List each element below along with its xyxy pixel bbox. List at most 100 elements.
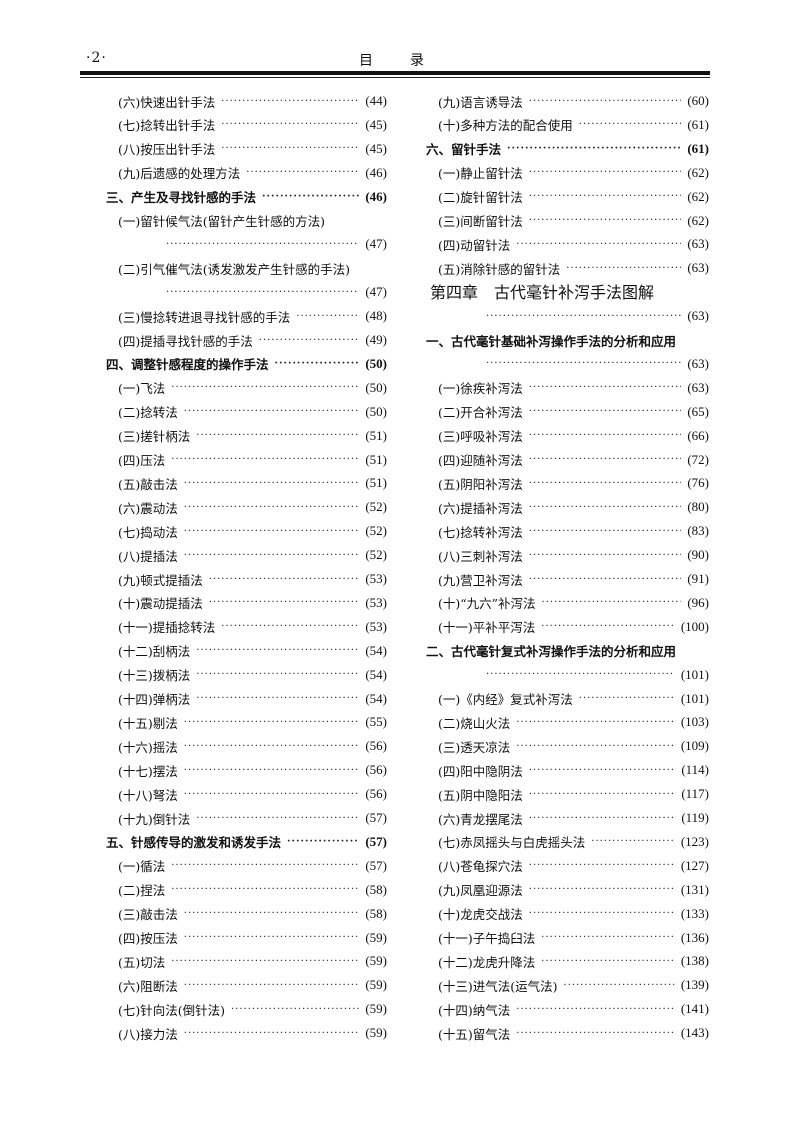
dot-leader [486,669,675,680]
entry-page-number: (138) [680,953,709,969]
entry-title: (一)静止留针法 [438,166,523,182]
dot-leader [196,813,359,824]
entry-page-number: (114) [681,762,709,778]
entry-title: (二)捻转法 [118,405,178,421]
entry-title: (二)烧山火法 [438,715,511,731]
dot-leader [184,526,360,537]
entry-title: (四)提插寻找针感的手法 [118,333,253,349]
entry-title: (四)动留针法 [438,237,511,253]
entry-page-number: (103) [680,714,709,730]
dot-leader [579,119,682,130]
toc-item-entry: (十三)拨柄法 (54) [106,664,387,686]
entry-title: (三)搓针柄法 [118,429,191,445]
toc-section-entry: 三、产生及寻找针感的手法 (46) [106,186,387,208]
toc-item-entry: (一)徐疾补泻法 (63) [426,377,709,399]
dot-leader [529,789,676,800]
dot-leader [287,836,359,847]
entry-page-number: (101) [680,690,709,706]
dot-leader [486,358,681,369]
toc-item-entry: (一)留针候气法(留针产生针感的方法) [106,210,387,232]
entry-title: 二、古代毫针复式补泻操作手法的分析和应用 [426,644,677,660]
entry-title: (三)透天凉法 [438,739,511,755]
dot-leader [529,478,682,489]
entry-title: (十四)纳气法 [438,1002,511,1018]
entry-title: (十九)倒针法 [118,811,191,827]
toc-item-entry: (十一)子午捣臼法 (136) [426,927,709,949]
page-number: ·2· [86,50,107,66]
entry-title: (八)接力法 [118,1026,178,1042]
entry-page-number: (51) [365,451,387,467]
dot-leader [184,765,360,776]
entry-title: (八)苍龟探穴法 [438,859,523,875]
entry-page-number: (83) [687,523,709,539]
header-rule-thick [80,71,710,75]
toc-item-entry: (三)敲击法 (58) [106,903,387,925]
toc-item-entry: (五)敲击法 (51) [106,472,387,494]
entry-page-number: (46) [365,188,387,204]
dot-leader [541,956,675,967]
toc-item-entry: (八)接力法 (59) [106,1022,387,1044]
dot-leader [516,1028,675,1039]
toc-item-entry: (九)营卫补泻法 (91) [426,568,709,590]
entry-page-number: (46) [365,164,387,180]
entry-page-number: (44) [365,93,387,108]
entry-page-number: (50) [365,355,387,371]
entry-title: (十)震动提插法 [118,596,203,612]
dot-leader [529,765,676,776]
entry-page-number: (51) [365,427,387,443]
entry-title: (十二)刮柄法 [118,644,191,660]
dot-leader [171,956,359,967]
entry-page-number: (117) [681,786,709,802]
toc-item-entry: (七)捻转补泻法 (83) [426,520,709,542]
dot-leader [184,741,360,752]
toc-item-entry: (十一)平补平泻法 (100) [426,616,709,638]
entry-title: (一)留针候气法(留针产生针感的方法) [118,214,326,229]
entry-title: (五)切法 [118,954,166,970]
toc-item-entry: (五)阴阳补泻法 (76) [426,472,709,494]
dot-leader [507,143,681,154]
entry-title: (一)飞法 [118,381,166,397]
dot-leader [579,693,675,704]
dot-leader [296,311,359,322]
toc-item-entry: (六)快速出针手法 (44) [106,90,387,112]
entry-title: (十三)进气法(运气法) [438,978,558,994]
dot-leader [529,526,682,537]
dot-leader [529,382,682,393]
entry-page-number: (109) [680,738,709,754]
entry-page-number: (59) [365,1001,387,1017]
entry-title: (一)徐疾补泻法 [438,381,523,397]
toc-item-entry: (十)“九六”补泻法 (96) [426,592,709,614]
entry-title: (五)敲击法 [118,476,178,492]
entry-page-number: (52) [365,499,387,515]
entry-page-number: (54) [365,666,387,682]
entry-page-number: (123) [680,833,709,849]
entry-title: (五)消除针感的留针法 [438,261,561,277]
entry-title: (十六)摇法 [118,739,178,755]
entry-title: 第四章 古代毫针补泻手法图解 [430,283,655,303]
toc-continuation-entry: (47) [106,233,387,255]
dot-leader [184,789,360,800]
toc-item-entry: (六)震动法 (52) [106,496,387,518]
dot-leader [529,860,675,871]
toc-item-entry: (四)迎随补泻法 (72) [426,449,709,471]
entry-title: (九)顿式提插法 [118,572,203,588]
dot-leader [171,382,359,393]
entry-title: (四)阳中隐阴法 [438,763,523,779]
toc-item-entry: (八)三刺补泻法 (90) [426,544,709,566]
entry-title: (六)提插补泻法 [438,500,523,516]
entry-page-number: (58) [365,881,387,897]
entry-page-number: (80) [687,499,709,515]
toc-section-entry: 六、留针手法 (61) [426,138,709,160]
toc-item-entry: (七)赤凤摇头与白虎摇头法 (123) [426,831,709,853]
toc-continuation-entry: (47) [106,281,387,303]
toc-item-entry: (八)苍龟探穴法 (127) [426,855,709,877]
entry-page-number: (49) [365,332,387,347]
entry-title: 四、调整针感程度的操作手法 [106,357,269,373]
entry-page-number: (133) [680,905,709,921]
entry-title: (十五)剔法 [118,715,178,731]
toc-item-entry: (四)按压法 (59) [106,927,387,949]
dot-leader [529,908,675,919]
entry-page-number: (63) [687,379,709,395]
toc-item-entry: (七)针向法(倒针法) (59) [106,998,387,1020]
toc-item-entry: (七)捣动法 (52) [106,520,387,542]
